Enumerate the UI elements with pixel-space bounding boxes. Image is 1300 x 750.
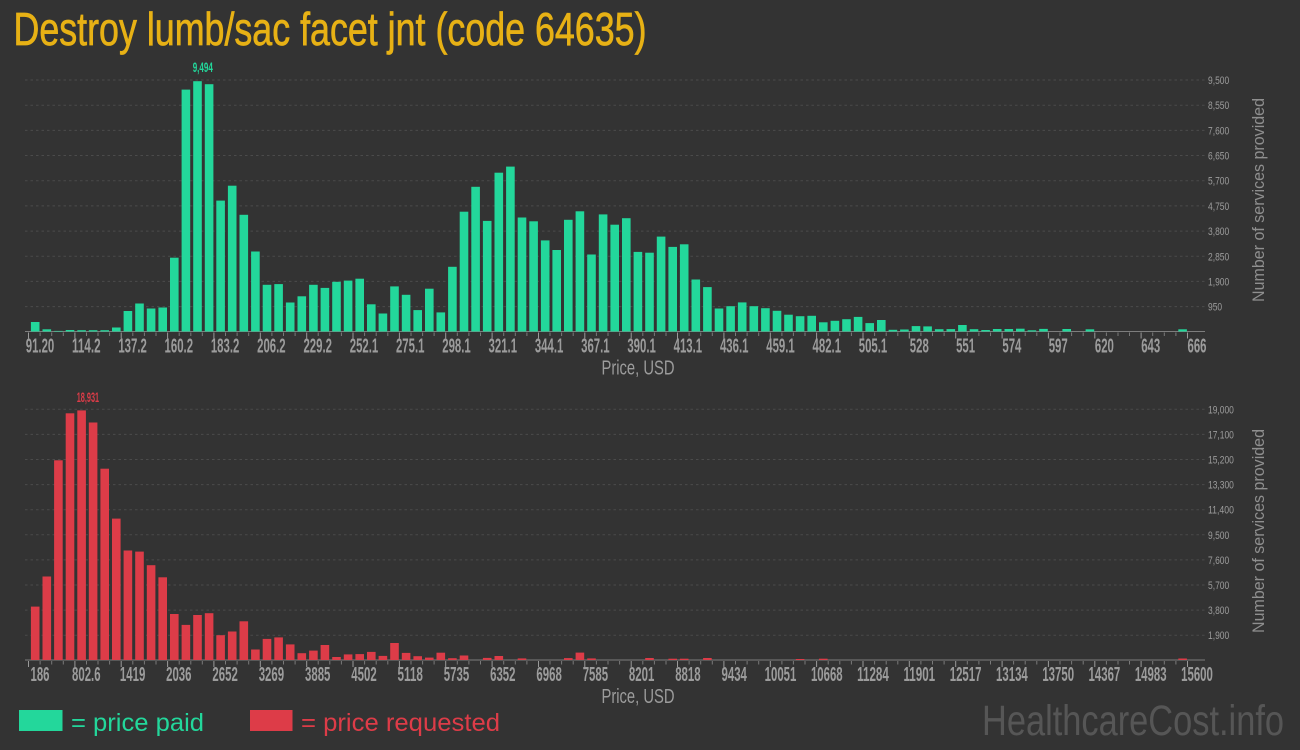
svg-text:252.1: 252.1 [350, 336, 379, 358]
svg-text:1,900: 1,900 [1208, 630, 1229, 642]
svg-text:14367: 14367 [1089, 664, 1121, 686]
svg-text:298.1: 298.1 [442, 336, 471, 358]
svg-text:413.1: 413.1 [674, 336, 703, 358]
svg-text:5,700: 5,700 [1208, 580, 1229, 592]
svg-text:229.2: 229.2 [303, 336, 332, 358]
svg-text:8,550: 8,550 [1208, 100, 1229, 112]
svg-text:2036: 2036 [166, 664, 191, 686]
svg-text:= price paid: = price paid [71, 709, 204, 737]
svg-text:4,750: 4,750 [1208, 201, 1229, 213]
svg-text:10051: 10051 [765, 664, 797, 686]
svg-text:9434: 9434 [722, 664, 748, 686]
svg-text:5735: 5735 [444, 664, 469, 686]
svg-text:9,500: 9,500 [1208, 530, 1229, 542]
svg-text:505.1: 505.1 [859, 336, 888, 358]
svg-text:15600: 15600 [1181, 664, 1213, 686]
svg-text:4502: 4502 [351, 664, 376, 686]
svg-text:17,100: 17,100 [1208, 429, 1234, 441]
svg-text:3269: 3269 [259, 664, 284, 686]
svg-text:= price requested: = price requested [301, 709, 500, 737]
svg-text:1,900: 1,900 [1208, 276, 1229, 288]
svg-text:13134: 13134 [996, 664, 1028, 686]
svg-text:344.1: 344.1 [535, 336, 564, 358]
svg-text:802.6: 802.6 [72, 664, 101, 686]
svg-text:528: 528 [910, 336, 929, 358]
svg-text:10668: 10668 [811, 664, 843, 686]
svg-text:643: 643 [1141, 336, 1160, 358]
svg-text:14983: 14983 [1135, 664, 1167, 686]
svg-text:8818: 8818 [675, 664, 700, 686]
svg-text:436.1: 436.1 [720, 336, 749, 358]
svg-text:3,800: 3,800 [1208, 605, 1229, 617]
svg-text:7,600: 7,600 [1208, 555, 1229, 567]
svg-text:206.2: 206.2 [257, 336, 286, 358]
svg-text:18,931: 18,931 [77, 389, 99, 405]
svg-text:11284: 11284 [857, 664, 889, 686]
svg-text:5118: 5118 [398, 664, 423, 686]
svg-text:9,500: 9,500 [1208, 75, 1229, 87]
svg-text:1419: 1419 [120, 664, 145, 686]
svg-text:390.1: 390.1 [627, 336, 656, 358]
svg-text:666: 666 [1188, 336, 1207, 358]
svg-text:6352: 6352 [490, 664, 515, 686]
svg-text:186: 186 [31, 664, 50, 686]
svg-text:6,650: 6,650 [1208, 151, 1229, 163]
svg-text:367.1: 367.1 [581, 336, 610, 358]
svg-text:9,494: 9,494 [193, 59, 213, 75]
svg-text:7,600: 7,600 [1208, 125, 1229, 137]
svg-text:Destroy lumb/sac facet jnt (co: Destroy lumb/sac facet jnt (code 64635) [14, 3, 647, 55]
svg-text:551: 551 [956, 336, 975, 358]
svg-text:3885: 3885 [305, 664, 330, 686]
svg-text:8201: 8201 [629, 664, 654, 686]
svg-text:321.1: 321.1 [489, 336, 518, 358]
svg-text:459.1: 459.1 [766, 336, 795, 358]
svg-text:183.2: 183.2 [211, 336, 240, 358]
svg-text:Price, USD: Price, USD [602, 685, 675, 708]
svg-text:91.20: 91.20 [26, 336, 55, 358]
svg-text:7585: 7585 [583, 664, 608, 686]
svg-text:5,700: 5,700 [1208, 176, 1229, 188]
svg-text:13,300: 13,300 [1208, 480, 1234, 492]
svg-text:Number of services provided: Number of services provided [1249, 98, 1268, 302]
svg-text:6968: 6968 [536, 664, 561, 686]
svg-text:11,400: 11,400 [1208, 505, 1234, 517]
svg-text:597: 597 [1049, 336, 1068, 358]
svg-text:114.2: 114.2 [72, 336, 101, 358]
svg-text:160.2: 160.2 [165, 336, 194, 358]
svg-text:2652: 2652 [212, 664, 237, 686]
svg-text:13750: 13750 [1042, 664, 1074, 686]
svg-text:3,800: 3,800 [1208, 226, 1229, 238]
svg-text:275.1: 275.1 [396, 336, 425, 358]
svg-text:11901: 11901 [903, 664, 935, 686]
svg-text:19,000: 19,000 [1208, 404, 1234, 416]
svg-text:137.2: 137.2 [118, 336, 147, 358]
svg-text:12517: 12517 [950, 664, 982, 686]
svg-text:Number of services provided: Number of services provided [1249, 429, 1268, 633]
svg-text:2,850: 2,850 [1208, 251, 1229, 263]
svg-text:HealthcareCost.info: HealthcareCost.info [982, 697, 1284, 745]
svg-text:574: 574 [1002, 336, 1021, 358]
svg-text:Price, USD: Price, USD [602, 356, 675, 379]
svg-text:482.1: 482.1 [813, 336, 842, 358]
svg-text:15,200: 15,200 [1208, 455, 1234, 467]
svg-text:950: 950 [1208, 302, 1222, 314]
svg-text:620: 620 [1095, 336, 1114, 358]
